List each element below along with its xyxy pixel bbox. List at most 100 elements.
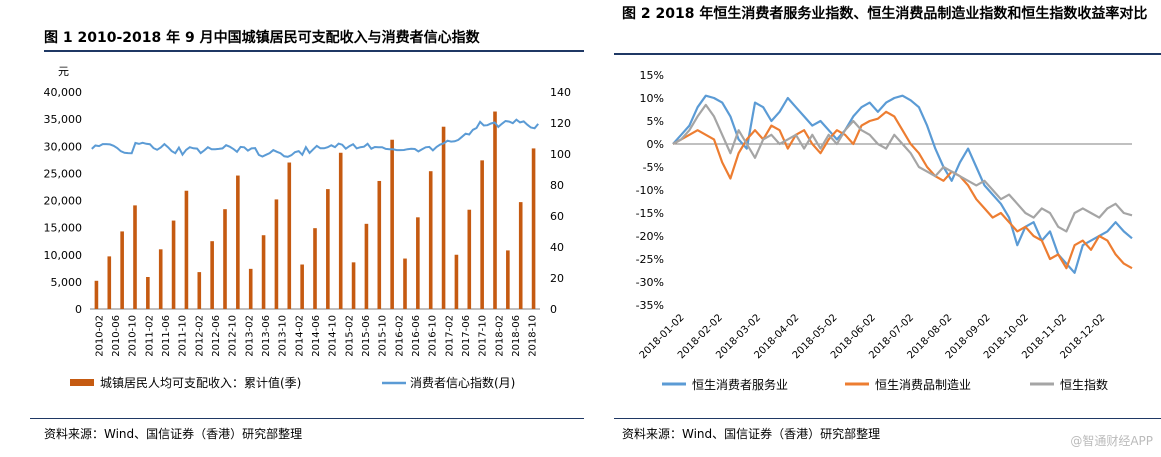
chart1-bar	[531, 148, 536, 309]
chart1-bar	[210, 241, 214, 309]
chart1-left-tick: 10,000	[44, 249, 83, 262]
chart1-x-tick: 2011-02	[144, 315, 155, 357]
chart1-x-tick: 2013-06	[261, 315, 272, 357]
chart1-bar	[454, 254, 459, 309]
chart1-bar	[416, 217, 420, 309]
chart1-bar	[158, 249, 163, 309]
chart1-bar	[223, 209, 227, 309]
chart1-bar	[133, 205, 137, 309]
chart1-right-tick: 80	[550, 179, 564, 192]
chart2-y-tick: -35%	[636, 299, 664, 312]
chart2-footer-rule	[614, 418, 1161, 419]
chart2-y-tick: 5%	[647, 115, 664, 128]
chart1-source: 资料来源：Wind、国信证券（香港）研究部整理	[44, 427, 303, 441]
chart1-x-tick: 2017-10	[478, 315, 489, 357]
watermark: @智通财经APP	[1070, 434, 1153, 448]
chart1-x-tick: 2016-06	[411, 315, 422, 357]
chart1-x-tick: 2010-02	[94, 315, 105, 357]
chart2-legend-label-1: 恒生消费品制造业	[875, 378, 971, 392]
chart2-y-tick: 15%	[640, 69, 664, 82]
chart1-legend-bar-label: 城镇居民人均可支配收入：累计值(季)	[100, 375, 301, 390]
chart1-x-tick: 2017-02	[444, 315, 455, 357]
chart1-left-tick: 25,000	[44, 167, 83, 180]
chart1-x-tick: 2012-02	[194, 315, 205, 357]
chart1-left-tick: 15,000	[44, 222, 83, 235]
chart1-bar	[377, 180, 382, 309]
chart1-x-tick: 2015-02	[344, 315, 355, 357]
chart1-bar	[287, 162, 292, 309]
chart1-bar	[146, 276, 150, 309]
chart2-source: 资料来源：Wind、国信证券（香港）研究部整理	[622, 427, 881, 441]
chart1-bar	[197, 272, 202, 309]
chart1-right-tick: 20	[550, 272, 564, 285]
chart1-left-tick: 30,000	[44, 140, 83, 153]
chart1-x-tick: 2013-02	[244, 315, 255, 357]
chart1-footer-rule	[30, 418, 584, 419]
chart1-plot: 元 0 5,000 10,000 15,000 20,000 25,000 30,000 35,…	[44, 65, 572, 390]
chart1-x-tick: 2012-06	[211, 315, 222, 357]
chart1-x-tick: 2017-06	[461, 315, 472, 357]
chart2-legend-label-2: 恒生指数	[1060, 377, 1108, 392]
chart1-bar	[236, 175, 240, 309]
chart2-title: 图 2 2018 年恒生消费者服务业指数、恒生消费品制造业指数和恒生指数收益率对…	[622, 6, 1148, 22]
chart1-x-tick: 2015-10	[378, 315, 389, 357]
chart2-line-0	[672, 94, 1133, 274]
chart1-right-tick: 0	[550, 303, 557, 316]
chart1-x-tick: 2010-10	[128, 315, 139, 357]
chart2-y-tick: -15%	[636, 207, 664, 220]
chart2-legend-label-0: 恒生消费者服务业	[692, 377, 788, 392]
chart1-x-tick: 2013-10	[278, 315, 289, 357]
chart2-y-tick: -10%	[636, 184, 664, 197]
chart1-right-tick: 40	[550, 241, 564, 254]
chart1-x-tick: 2018-02	[494, 315, 505, 357]
chart-panel-2: 图 2 2018 年恒生消费者服务业指数、恒生消费品制造业指数和恒生指数收益率对…	[600, 0, 1161, 457]
chart2-plot: 15%10%5%0%-5%-10%-15%-20%-25%-30%-35%201…	[636, 69, 1133, 392]
chart1-x-tick: 2016-02	[394, 315, 405, 357]
chart1-left-tick: 5,000	[51, 276, 83, 289]
chart1-x-tick: 2014-06	[311, 315, 322, 357]
chart1-bar	[506, 250, 510, 309]
chart2-y-tick: -5%	[643, 161, 664, 174]
chart1-x-tick: 2010-06	[111, 315, 122, 357]
chart1-bar	[364, 223, 369, 309]
chart1-x-tick: 2014-02	[294, 315, 305, 357]
chart1-bar	[428, 171, 433, 309]
chart2-title-rule	[614, 53, 1161, 55]
chart1-right-tick: 100	[550, 148, 571, 161]
chart1-bar	[338, 152, 343, 309]
chart1-bar	[171, 220, 176, 309]
chart1-left-tick: 35,000	[44, 113, 83, 126]
chart1-legend-line-label: 消费者信心指数(月)	[410, 375, 515, 390]
chart1-right-tick: 140	[550, 86, 571, 99]
chart2-y-tick: -20%	[636, 230, 664, 243]
chart1-bar	[351, 262, 356, 309]
chart1-bar	[261, 235, 266, 309]
chart2-y-tick: -30%	[636, 276, 664, 289]
chart1-x-tick: 2016-10	[428, 315, 439, 357]
chart1-bar	[300, 264, 304, 309]
chart-panel-1: 图 1 2010-2018 年 9 月中国城镇居民可支配收入与消费者信心指数 元…	[30, 30, 584, 441]
chart1-left-unit: 元	[58, 65, 69, 78]
chart1-bar	[184, 190, 189, 309]
chart1-bar	[480, 160, 484, 309]
chart1-bar	[313, 228, 317, 309]
chart1-left-tick: 40,000	[44, 86, 83, 99]
chart1-bar	[326, 189, 330, 309]
chart1-bar	[518, 202, 523, 309]
chart1-bar	[120, 231, 124, 309]
chart1-bar	[403, 258, 407, 309]
chart1-bar	[441, 126, 446, 309]
chart1-bar	[493, 111, 497, 309]
chart1-right-tick: 60	[550, 210, 564, 223]
chart1-x-tick: 2015-06	[361, 315, 372, 357]
chart1-x-tick: 2012-10	[228, 315, 239, 357]
chart1-left-tick: 20,000	[44, 195, 83, 208]
chart1-bar	[248, 268, 253, 309]
chart1-x-tick: 2014-10	[328, 315, 339, 357]
chart1-left-tick: 0	[75, 303, 82, 316]
chart1-x-tick: 2011-10	[178, 315, 189, 357]
chart2-line-1	[672, 110, 1133, 270]
chart1-bar	[467, 209, 472, 309]
chart1-bar	[94, 280, 99, 309]
chart1-line-confidence	[91, 118, 539, 158]
